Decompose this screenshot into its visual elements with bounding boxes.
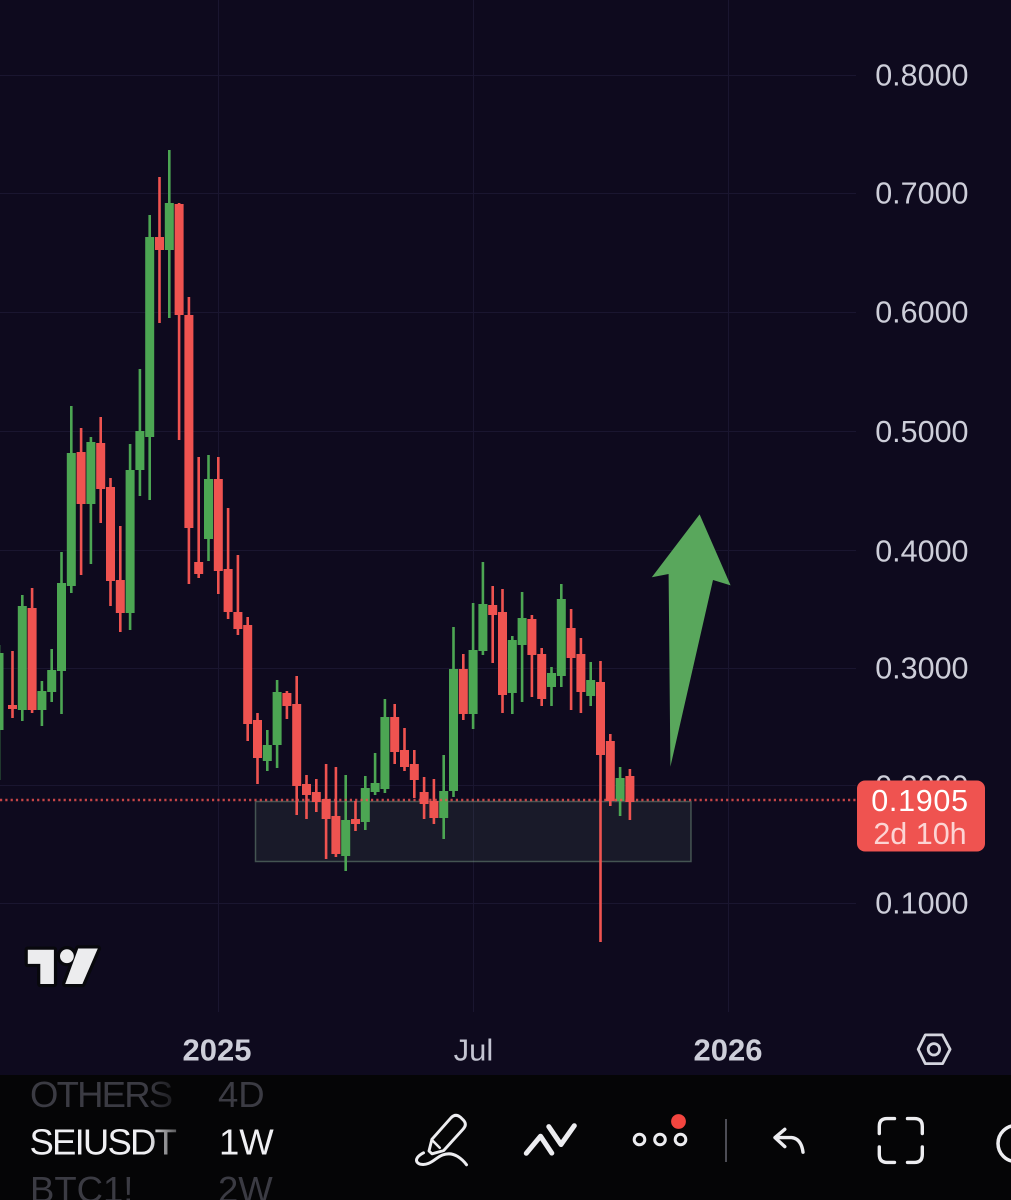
svg-text:BTC1!: BTC1! xyxy=(30,1169,133,1200)
svg-text:0.7000: 0.7000 xyxy=(875,177,968,211)
svg-text:1W: 1W xyxy=(219,1121,274,1162)
svg-text:0.6000: 0.6000 xyxy=(875,296,968,330)
svg-text:2d 10h: 2d 10h xyxy=(873,817,966,851)
svg-text:0.1905: 0.1905 xyxy=(871,784,969,818)
svg-text:0.1000: 0.1000 xyxy=(875,887,968,921)
svg-text:4D: 4D xyxy=(218,1074,265,1115)
svg-text:Jul: Jul xyxy=(454,1032,494,1067)
svg-text:0.4000: 0.4000 xyxy=(875,535,968,569)
svg-text:2026: 2026 xyxy=(694,1032,763,1067)
svg-text:2W: 2W xyxy=(218,1169,273,1200)
svg-text:0.5000: 0.5000 xyxy=(875,415,968,449)
svg-text:2025: 2025 xyxy=(183,1032,252,1067)
svg-text:0.8000: 0.8000 xyxy=(875,59,968,93)
svg-text:0.3000: 0.3000 xyxy=(875,652,968,686)
